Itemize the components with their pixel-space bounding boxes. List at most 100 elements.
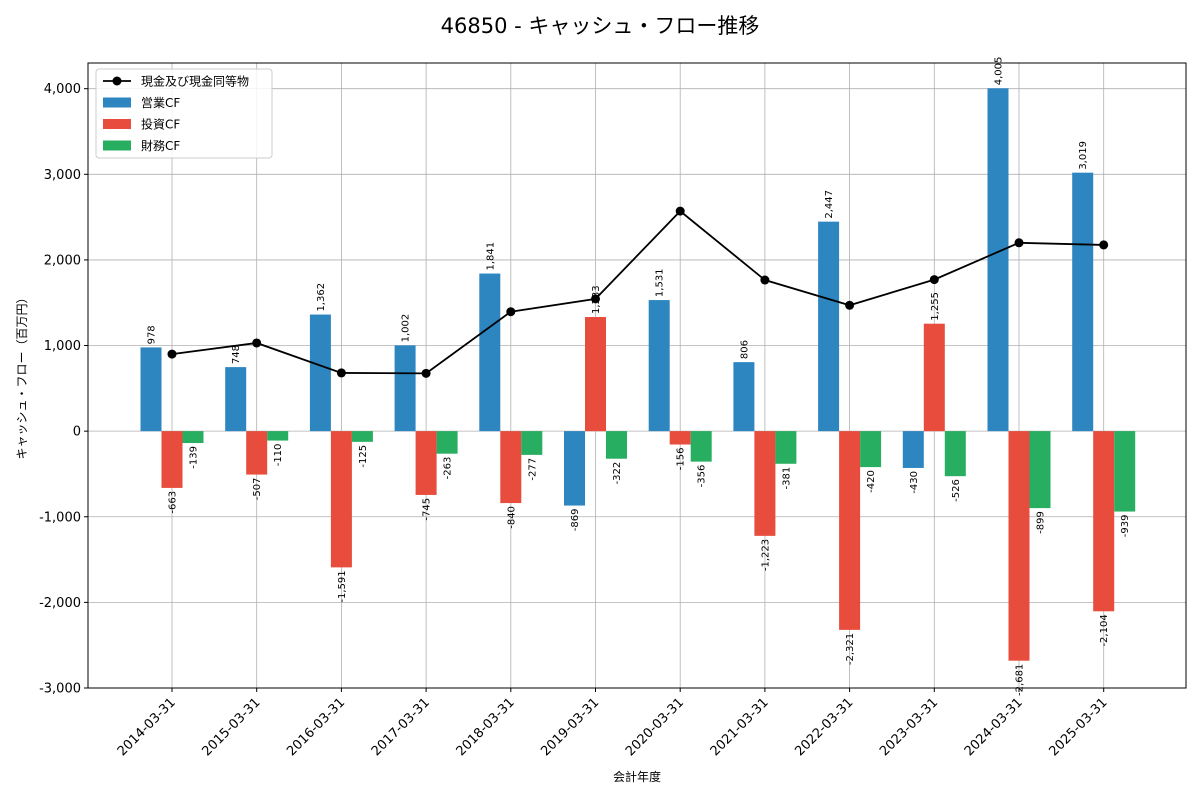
y-tick-label: -1,000 bbox=[39, 510, 81, 525]
bar-投資CF bbox=[1008, 431, 1030, 661]
data-label: -139 bbox=[189, 446, 200, 469]
data-label: 1,841 bbox=[485, 242, 496, 271]
line-point bbox=[760, 275, 770, 285]
line-現金及び現金同等物 bbox=[171, 209, 1104, 375]
line-point bbox=[591, 294, 600, 304]
bar-投資CF bbox=[500, 431, 522, 504]
data-label: -663 bbox=[168, 491, 179, 514]
legend-label: 投資CF bbox=[141, 117, 180, 132]
data-label: -2,681 bbox=[1015, 664, 1026, 696]
bar-営業CF bbox=[902, 431, 924, 468]
bar-財務CF bbox=[267, 431, 289, 441]
y-tick-label: 2,000 bbox=[44, 253, 81, 268]
data-label: -322 bbox=[612, 462, 623, 485]
bar-投資CF bbox=[669, 431, 691, 445]
data-label: -263 bbox=[443, 457, 454, 480]
data-label: -381 bbox=[781, 467, 792, 490]
x-axis-label: 会計年度 bbox=[613, 769, 661, 784]
data-label: 4,005 bbox=[994, 57, 1005, 86]
x-tick-label: 2015-03-31 bbox=[199, 695, 263, 759]
bar-投資CF bbox=[246, 431, 268, 475]
data-label: 2,447 bbox=[824, 190, 835, 219]
line-point bbox=[1099, 240, 1109, 250]
bar-投資CF bbox=[330, 431, 352, 568]
x-tick-label: 2020-03-31 bbox=[623, 695, 687, 759]
data-label: -939 bbox=[1120, 515, 1131, 538]
data-label: -2,321 bbox=[845, 633, 856, 665]
data-label: -110 bbox=[273, 444, 284, 467]
y-tick-label: 3,000 bbox=[44, 168, 81, 183]
bar-営業CF bbox=[987, 88, 1009, 432]
data-label: 806 bbox=[739, 340, 750, 359]
bar-投資CF bbox=[161, 431, 183, 488]
bar-財務CF bbox=[690, 431, 712, 462]
axes: -3,000 -2,000 -1,000 0 1,000 2,000 3,000 4,000 2… bbox=[39, 82, 1110, 759]
x-tick-label: 2025-03-31 bbox=[1046, 695, 1110, 759]
y-tick-label: 0 bbox=[73, 425, 81, 440]
x-tick-label: 2014-03-31 bbox=[115, 695, 179, 759]
data-label: -1,223 bbox=[760, 539, 771, 571]
legend-label: 財務CF bbox=[141, 138, 180, 153]
bar-財務CF bbox=[521, 431, 543, 455]
bar-財務CF bbox=[606, 431, 627, 459]
y-tick-label: -3,000 bbox=[39, 682, 81, 697]
bar-営業CF bbox=[140, 347, 162, 432]
line-point bbox=[336, 368, 346, 378]
plot-frame bbox=[87, 62, 1187, 689]
data-label: -277 bbox=[527, 458, 538, 481]
bar-営業CF bbox=[309, 314, 331, 432]
bar-財務CF bbox=[182, 431, 204, 444]
data-label: -526 bbox=[951, 479, 962, 502]
bar-財務CF bbox=[351, 431, 373, 442]
line-point bbox=[252, 338, 262, 348]
data-label: 3,019 bbox=[1078, 141, 1089, 170]
data-label: 1,002 bbox=[401, 314, 412, 343]
line-point bbox=[845, 300, 855, 310]
data-label: 1,255 bbox=[930, 292, 941, 321]
bar-営業CF bbox=[733, 362, 755, 432]
data-label: 1,333 bbox=[591, 285, 602, 314]
bar-投資CF bbox=[839, 431, 861, 630]
bar-財務CF bbox=[436, 431, 458, 454]
bar-営業CF bbox=[394, 345, 416, 432]
data-label: -507 bbox=[252, 478, 263, 501]
legend-marker bbox=[112, 76, 122, 86]
x-tick-label: 2016-03-31 bbox=[284, 695, 348, 759]
x-tick-label: 2022-03-31 bbox=[792, 695, 856, 759]
legend-label: 営業CF bbox=[141, 96, 180, 110]
bar-営業CF bbox=[648, 300, 670, 432]
legend-swatch bbox=[103, 97, 131, 108]
data-label: -430 bbox=[909, 471, 920, 494]
line-point bbox=[1014, 238, 1024, 248]
line-point bbox=[929, 275, 939, 285]
bar-財務CF bbox=[1029, 431, 1051, 509]
bar-営業CF bbox=[225, 367, 247, 432]
y-axis-label: キャッシュ・フロー（百万円） bbox=[15, 291, 29, 459]
bar-投資CF bbox=[1093, 431, 1115, 612]
x-tick-label: 2024-03-31 bbox=[962, 695, 1026, 759]
bar-営業CF bbox=[479, 273, 501, 432]
data-label: 748 bbox=[231, 345, 242, 364]
data-label: -156 bbox=[676, 448, 687, 471]
data-label: -899 bbox=[1036, 511, 1047, 534]
x-tick-label: 2023-03-31 bbox=[877, 695, 941, 759]
data-label: -2,104 bbox=[1099, 614, 1110, 646]
bar-財務CF bbox=[860, 431, 882, 468]
data-label: 1,362 bbox=[316, 283, 327, 312]
data-label: -745 bbox=[422, 498, 433, 521]
bar-投資CF bbox=[754, 431, 776, 536]
data-label: -1,591 bbox=[337, 570, 348, 602]
legend-swatch bbox=[103, 119, 131, 129]
data-labels: 978 748 1,362 1,002 1,841 -869 1,531 806 2,447 -4… bbox=[147, 57, 1132, 696]
legend-box bbox=[95, 68, 273, 159]
bar-財務CF bbox=[944, 431, 966, 477]
bar-投資CF bbox=[415, 431, 437, 495]
bar-営業CF bbox=[1072, 172, 1094, 432]
bar-営業CF bbox=[818, 221, 840, 432]
y-tick-label: 4,000 bbox=[44, 82, 81, 97]
legend-swatch bbox=[103, 140, 131, 151]
line-point bbox=[506, 307, 516, 317]
data-label: -840 bbox=[506, 506, 517, 529]
x-tick-label: 2021-03-31 bbox=[708, 695, 772, 759]
